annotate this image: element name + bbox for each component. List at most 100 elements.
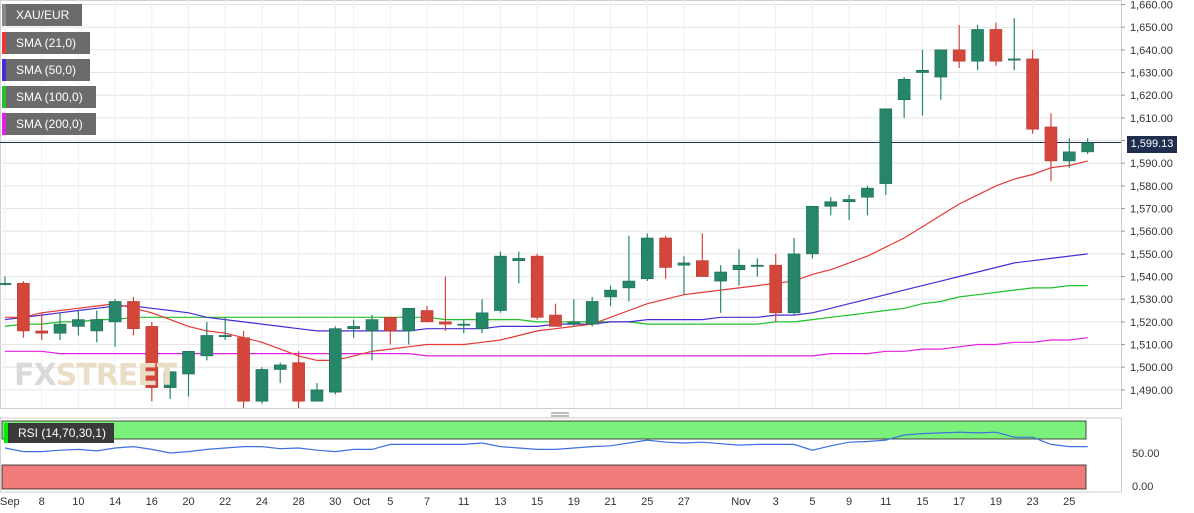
rsi-overbought-zone (1, 420, 1087, 440)
candle-body (640, 237, 654, 280)
candle-body (347, 326, 360, 329)
candle-body (659, 237, 672, 268)
sma21-legend[interactable]: SMA (21,0) (2, 32, 90, 54)
y-tick-label: 1,490.00 (1130, 385, 1173, 397)
price-panel-frame (0, 0, 1122, 409)
candle-body (255, 369, 269, 402)
x-tick-label: 8 (39, 496, 45, 508)
candle-body (273, 364, 287, 370)
candle-body (1063, 151, 1076, 162)
y-tick-label: 1,510.00 (1130, 340, 1173, 352)
candle-body (402, 307, 416, 332)
rsi-legend[interactable]: RSI (14,70,30,1) (4, 423, 115, 443)
sma200-line (5, 337, 1088, 357)
y-tick-label: 1,570.00 (1130, 204, 1173, 216)
x-tick-label: 3 (773, 496, 779, 508)
candle-body (439, 321, 452, 325)
candle-body (769, 264, 783, 314)
candle-body (475, 312, 489, 329)
x-tick-label: 9 (846, 496, 852, 508)
x-tick-label: 21 (604, 496, 616, 508)
candle-body (971, 29, 984, 62)
sma50-line (4, 253, 1088, 332)
candle-body (1044, 126, 1058, 162)
x-tick-label: 17 (953, 496, 965, 508)
x-tick-label: 11 (880, 496, 891, 508)
x-tick-label: 20 (182, 496, 194, 508)
sma-lines (0, 142, 1121, 361)
rsi-tick-label: 0.00 (1132, 481, 1153, 493)
x-tick-label: 10 (72, 496, 84, 508)
x-tick-label: 19 (568, 496, 580, 508)
candle-body (72, 319, 85, 327)
candle-body (384, 317, 397, 332)
candle-body (145, 326, 159, 388)
sma200-label: SMA (200,0) (16, 117, 83, 131)
candle-body (806, 205, 819, 255)
sma100-legend[interactable]: SMA (100,0) (2, 86, 96, 108)
candle-body (218, 335, 232, 337)
watermark-fx: FX (14, 358, 57, 393)
grid (0, 0, 1122, 409)
y-tick-label: 1,640.00 (1130, 45, 1173, 57)
y-tick-label: 1,580.00 (1130, 181, 1173, 193)
candle-body (861, 187, 874, 198)
candle-body (17, 283, 30, 332)
candle-body (53, 323, 67, 334)
sma21-label: SMA (21,0) (16, 36, 77, 50)
sma21-line (5, 160, 1088, 361)
candle-body (182, 351, 195, 375)
candle-body (328, 328, 342, 393)
date-axis: Sep 8 10 14 16 20 22 24 28 30 Oct 5 7 11 13 15 19 21 25 27 N… (0, 496, 1075, 508)
candle-body (585, 301, 599, 325)
candle-body (824, 201, 838, 207)
candle-body (787, 253, 801, 314)
candle-body (989, 29, 1003, 62)
candle-body (292, 362, 305, 402)
y-tick-label: 1,630.00 (1130, 68, 1173, 80)
sma100-label: SMA (100,0) (16, 90, 83, 104)
watermark-street: STREET (55, 358, 178, 393)
candle-body (842, 199, 856, 203)
candle-body (90, 319, 104, 332)
instrument-label: XAU/EUR (2, 4, 82, 26)
y-tick-label: 1,530.00 (1130, 294, 1173, 306)
rsi-panel: 50.00 0.00 (0, 412, 1160, 493)
candle-body (494, 255, 507, 311)
x-tick-label: Oct (353, 496, 370, 508)
y-tick-label: 1,540.00 (1130, 272, 1173, 284)
x-tick-label: 13 (494, 496, 506, 508)
rsi-line (4, 431, 1088, 454)
candle-body (237, 337, 250, 402)
candle-body (512, 258, 526, 261)
x-tick-label: 27 (678, 496, 690, 508)
candle-body (108, 301, 122, 323)
fxstreet-watermark: FXSTREET (14, 358, 178, 393)
y-tick-label: 1,660.00 (1130, 0, 1173, 12)
y-tick-label: 1,550.00 (1130, 249, 1173, 261)
candle-body (457, 323, 471, 326)
rsi-oversold-zone (1, 464, 1087, 490)
x-tick-label: 14 (109, 496, 121, 508)
candle-body (677, 262, 691, 266)
candle-body (1081, 142, 1094, 153)
y-tick-label: 1,520.00 (1130, 317, 1173, 329)
x-tick-label: 25 (641, 496, 653, 508)
candle-body (604, 289, 617, 298)
candle-body (530, 255, 544, 318)
x-tick-label: 23 (1026, 496, 1038, 508)
sma50-legend[interactable]: SMA (50,0) (2, 59, 90, 81)
x-tick-label: 16 (146, 496, 158, 508)
candle-body (0, 283, 12, 285)
price-axis: 1,490.00 1,500.00 1,510.00 1,520.00 1,530.00… (1121, 0, 1173, 397)
y-tick-label: 1,620.00 (1130, 90, 1173, 102)
x-tick-label: 25 (1063, 496, 1075, 508)
candle-body (916, 69, 929, 73)
rsi-label: RSI (14,70,30,1) (18, 426, 107, 440)
y-tick-label: 1,650.00 (1130, 22, 1173, 34)
sma200-legend[interactable]: SMA (200,0) (2, 113, 96, 135)
y-tick-label: 1,590.00 (1130, 158, 1173, 170)
sma100-line (4, 285, 1088, 327)
